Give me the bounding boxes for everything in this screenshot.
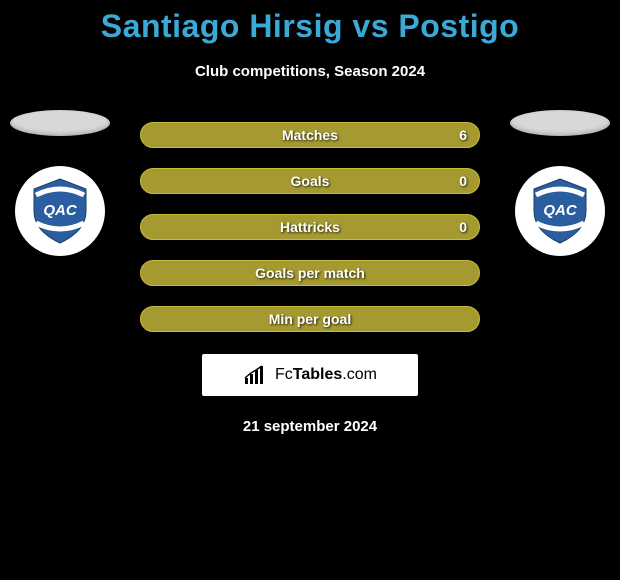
stat-bar: Goals per match bbox=[140, 260, 480, 286]
stat-bar: Goals 0 bbox=[140, 168, 480, 194]
stat-bars: Matches 6 Goals 0 Hattricks 0 Goals per … bbox=[140, 122, 480, 332]
club-badge-right: QAC bbox=[515, 166, 605, 256]
comparison-content: QAC QAC Matches 6 Goals 0 Hattrick bbox=[0, 122, 620, 435]
player-left-avatar-placeholder bbox=[10, 110, 110, 136]
club-shield-icon: QAC bbox=[24, 175, 96, 247]
player-left-column: QAC bbox=[10, 110, 110, 256]
stat-right-value: 6 bbox=[459, 127, 467, 143]
player-right-avatar-placeholder bbox=[510, 110, 610, 136]
stat-label: Min per goal bbox=[269, 311, 351, 327]
svg-text:QAC: QAC bbox=[543, 202, 578, 219]
player-right-column: QAC bbox=[510, 110, 610, 256]
snapshot-date: 21 september 2024 bbox=[0, 418, 620, 435]
stat-label: Hattricks bbox=[280, 219, 340, 235]
stat-right-value: 0 bbox=[459, 219, 467, 235]
comparison-title: Santiago Hirsig vs Postigo bbox=[0, 0, 620, 45]
stat-bar: Min per goal bbox=[140, 306, 480, 332]
branding-box: FcTables.com bbox=[202, 354, 418, 396]
stat-label: Matches bbox=[282, 127, 338, 143]
stat-right-value: 0 bbox=[459, 173, 467, 189]
comparison-subtitle: Club competitions, Season 2024 bbox=[0, 63, 620, 80]
club-badge-left: QAC bbox=[15, 166, 105, 256]
branding-text: FcTables.com bbox=[275, 366, 377, 384]
stat-bar: Matches 6 bbox=[140, 122, 480, 148]
stat-label: Goals bbox=[291, 173, 330, 189]
club-shield-icon: QAC bbox=[524, 175, 596, 247]
stat-bar: Hattricks 0 bbox=[140, 214, 480, 240]
stat-label: Goals per match bbox=[255, 265, 365, 281]
bar-chart-icon bbox=[243, 364, 269, 386]
svg-text:QAC: QAC bbox=[43, 202, 78, 219]
